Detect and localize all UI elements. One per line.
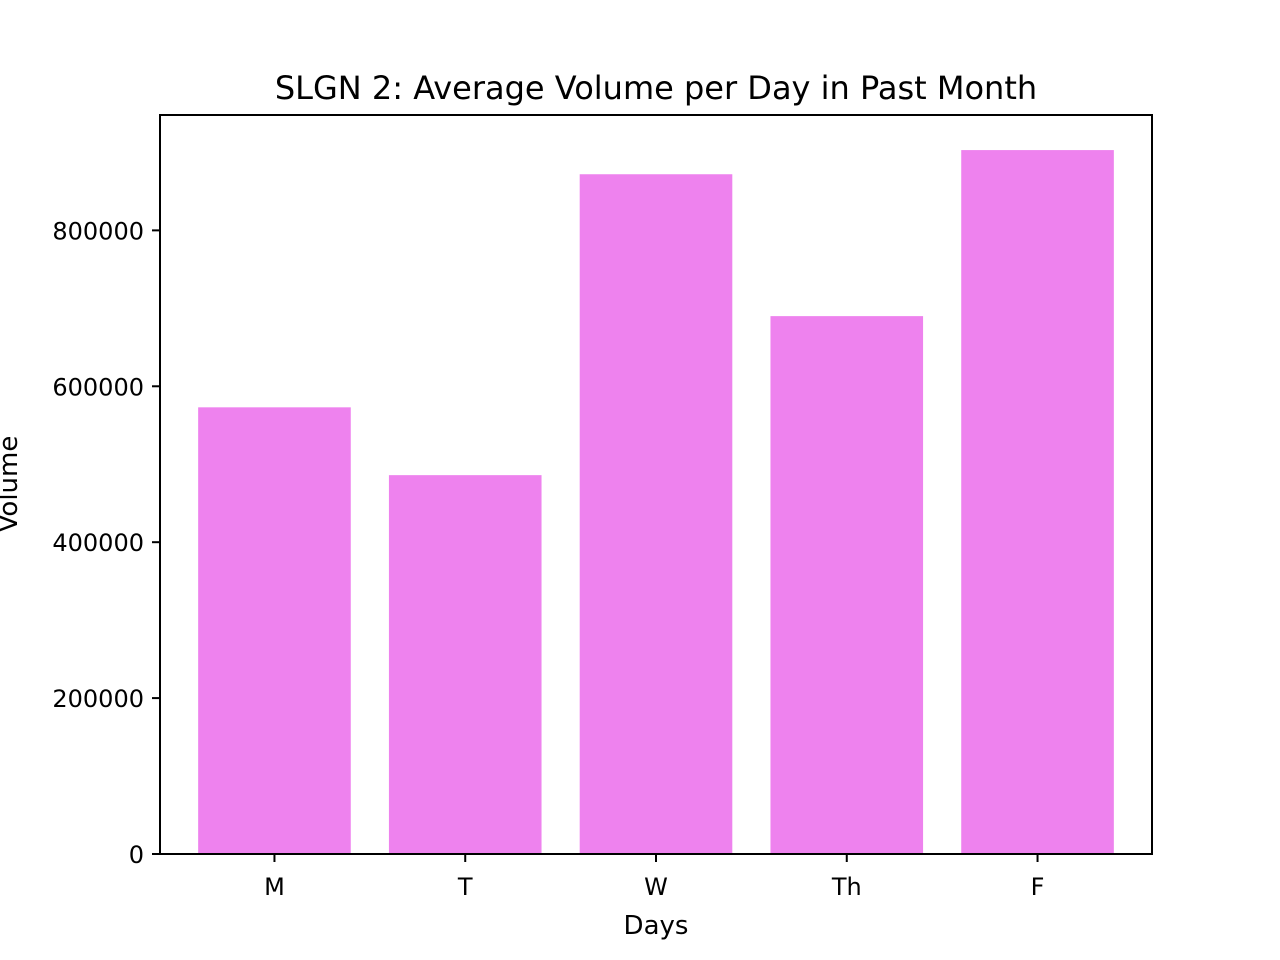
- x-tick-label: F: [1031, 873, 1045, 901]
- y-tick-label: 600000: [52, 373, 144, 401]
- bar-f: [961, 150, 1114, 855]
- bar-m: [198, 407, 351, 854]
- bar-th: [770, 316, 924, 854]
- y-tick-label: 400000: [52, 529, 144, 557]
- bar-w: [579, 174, 733, 854]
- x-tick-label: M: [264, 873, 285, 901]
- y-tick-label: 800000: [52, 217, 144, 245]
- x-axis-label: Days: [624, 911, 689, 941]
- x-tick-label: T: [457, 873, 473, 901]
- bars-group: [198, 150, 1114, 855]
- x-axis-ticks: M T W Th F: [264, 854, 1044, 901]
- bar-t: [388, 475, 542, 854]
- y-axis-ticks: 0 200000 400000 600000 800000: [52, 217, 160, 869]
- y-axis-label: Volume: [0, 436, 24, 533]
- x-tick-label: Th: [831, 873, 862, 901]
- chart-title: SLGN 2: Average Volume per Day in Past M…: [275, 69, 1037, 107]
- x-tick-label: W: [644, 873, 668, 901]
- y-tick-label: 200000: [52, 685, 144, 713]
- y-tick-label: 0: [129, 841, 144, 869]
